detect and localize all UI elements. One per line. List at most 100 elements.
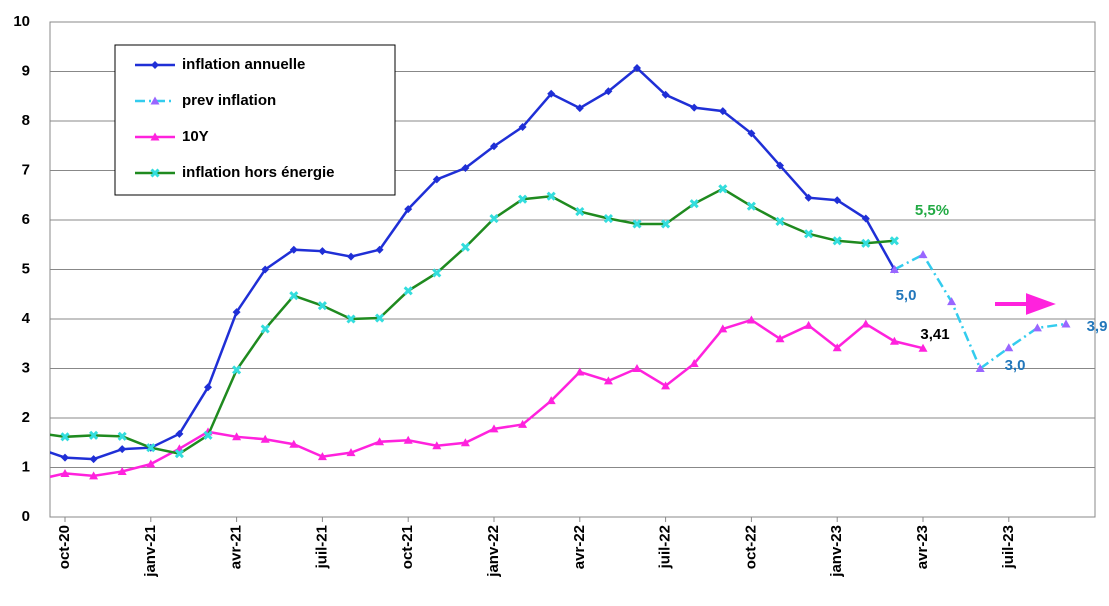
legend-marker [150,96,160,105]
point [403,286,413,296]
x-tick-label: oct-20 [56,525,73,569]
point [889,336,899,345]
point [775,216,785,227]
x-tick-label: oct-21 [399,525,416,569]
point [575,207,585,217]
point [603,213,613,224]
point [804,320,814,329]
x-tick-label: avr-21 [228,525,245,569]
legend-marker [151,61,159,69]
y-tick-label: 2 [22,409,30,426]
y-tick-label: 6 [22,211,30,228]
annotation: 5,0 [896,287,917,304]
arrow [995,293,1056,315]
point [204,383,212,392]
point [718,107,727,116]
point [461,164,470,173]
x-tick-label: janv-22 [485,525,502,578]
point [118,445,127,454]
point [518,419,528,428]
point [975,364,985,372]
point [689,359,699,368]
point [175,429,184,438]
point [861,238,871,248]
point [317,452,327,461]
point [375,313,385,323]
point [89,471,99,480]
annotation: 3,9 [1087,318,1108,335]
point [690,103,699,112]
point [804,193,813,202]
point [460,242,470,252]
x-tick-label: avr-23 [914,525,931,569]
point [775,334,785,343]
point [117,431,127,441]
point [918,343,928,352]
point [117,466,127,475]
point [375,437,385,446]
point [347,252,355,261]
legend-marker [150,132,160,141]
point [1004,343,1014,352]
point [490,142,498,151]
x-tick-label: janv-23 [828,525,845,578]
point [33,429,40,436]
point [318,247,327,256]
legend-label: 10Y [182,128,209,145]
point [861,214,870,223]
point [489,424,499,433]
point [232,432,242,441]
point [432,268,442,278]
point [889,265,899,273]
y-tick-label: 1 [22,458,30,475]
legend-label: inflation annuelle [182,56,305,73]
point [718,324,728,333]
legend [114,44,396,196]
point [32,444,40,452]
point [232,365,242,375]
point [146,459,156,468]
point [832,343,842,352]
legend-marker [150,168,160,178]
y-tick-label: 5 [22,260,30,277]
point [61,453,69,462]
point [1032,323,1042,332]
y-tick-label: 0 [22,508,30,525]
point [632,219,642,229]
point [747,129,756,138]
point [546,191,556,201]
point [918,250,928,259]
y-tick-label: 7 [22,161,30,178]
point [889,236,899,246]
annotation: 5,5% [915,202,949,219]
point [518,122,527,131]
point [404,205,413,214]
point [432,175,441,184]
annotation: 3,0 [1005,357,1026,374]
point [460,438,470,447]
point [232,308,241,317]
point [947,297,957,306]
point [261,265,270,274]
legend-label: prev inflation [182,92,276,109]
x-tick-label: oct-22 [742,525,759,569]
x-tick-label: juil-21 [313,525,330,569]
point [604,87,613,96]
point [833,196,842,205]
point [260,324,270,334]
x-tick-label: avr-22 [571,525,588,569]
series-layer [32,64,1071,480]
point [346,448,356,457]
series-line [50,318,924,479]
point [89,455,98,464]
point [547,89,556,98]
point [603,376,613,385]
point [746,201,756,211]
point [203,430,213,440]
point [632,364,642,372]
x-tick-label: juil-23 [1000,525,1017,569]
point [546,396,556,405]
point [289,245,298,254]
point [174,449,184,459]
